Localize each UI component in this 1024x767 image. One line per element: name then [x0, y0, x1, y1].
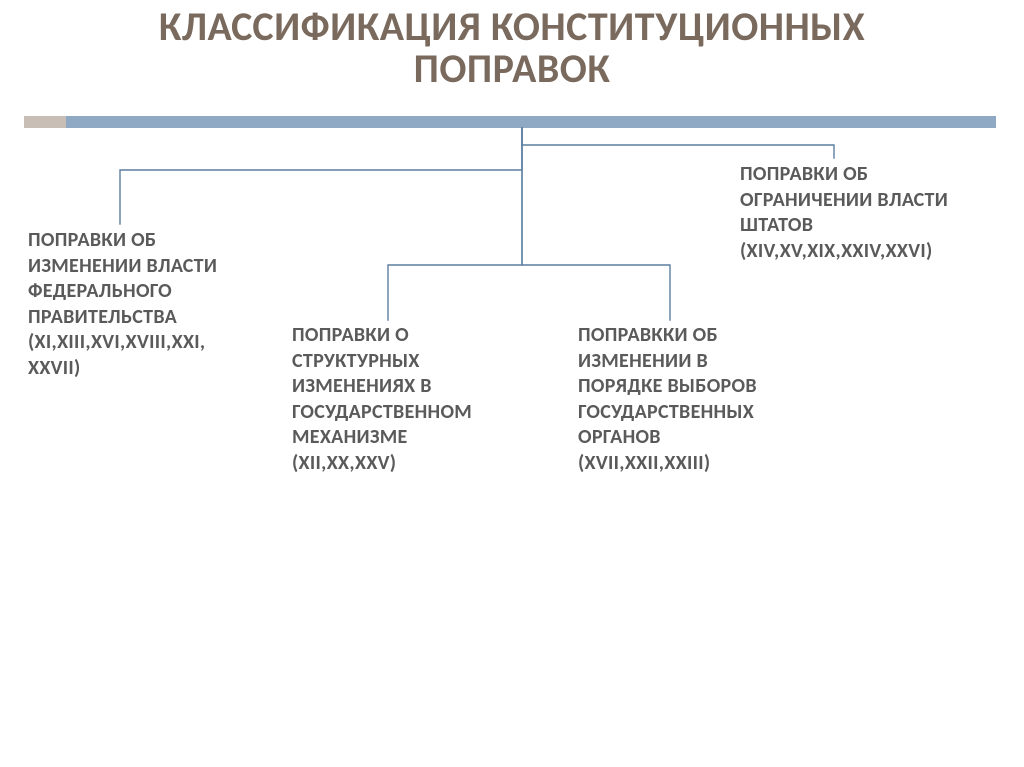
slide: КЛАССИФИКАЦИЯ КОНСТИТУЦИОННЫХ ПОПРАВОК П…: [0, 0, 1024, 767]
accent-bar-long: [66, 116, 996, 128]
connector-federal-power: [120, 128, 522, 224]
node-states-power: ПОПРАВКИ ОБ ОГРАНИЧЕНИИ ВЛАСТИ ШТАТОВ (X…: [740, 162, 1010, 264]
node-elections: ПОПРАВККИ ОБ ИЗМЕНЕНИИ В ПОРЯДКЕ ВЫБОРОВ…: [578, 323, 828, 477]
accent-bar-short: [24, 116, 66, 128]
connector-elections: [522, 128, 670, 320]
connector-states-power: [522, 128, 834, 158]
connector-structural: [388, 128, 522, 320]
node-federal-power: ПОПРАВКИ ОБ ИЗМЕНЕНИИ ВЛАСТИ ФЕДЕРАЛЬНОГ…: [28, 228, 288, 382]
node-structural: ПОПРАВКИ О СТРУКТУРНЫХ ИЗМЕНЕНИЯХ В ГОСУ…: [292, 323, 552, 477]
slide-title: КЛАССИФИКАЦИЯ КОНСТИТУЦИОННЫХ ПОПРАВОК: [0, 6, 1024, 90]
